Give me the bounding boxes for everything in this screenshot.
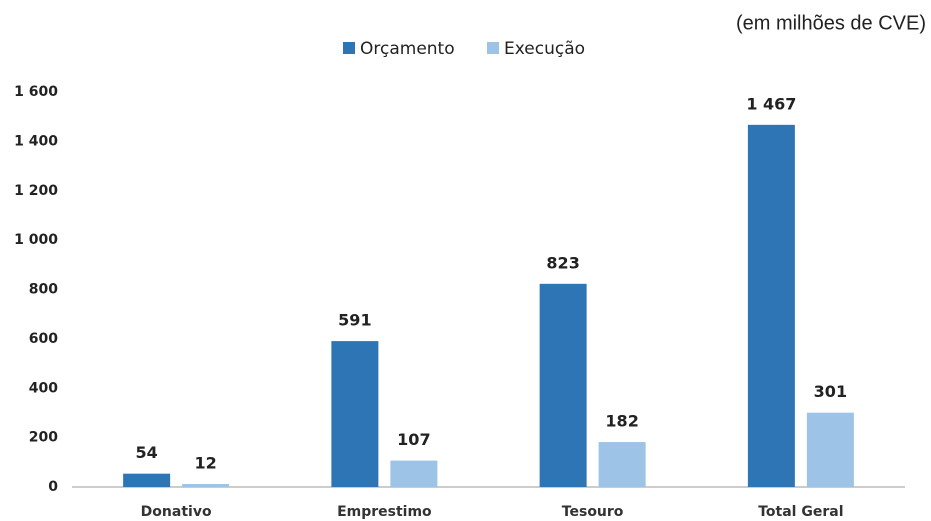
y-tick-label: 200: [29, 430, 58, 446]
x-tick-label: Emprestimo: [337, 504, 432, 520]
y-tick-label: 1 200: [14, 183, 58, 199]
legend-swatch: [487, 42, 499, 54]
bar: [182, 484, 230, 487]
value-label: 823: [546, 253, 579, 272]
value-label: 12: [194, 454, 216, 473]
bar: [747, 124, 795, 487]
value-label: 54: [135, 443, 157, 462]
x-tick-label: Donativo: [141, 504, 212, 520]
bar: [598, 442, 646, 487]
value-label: 1 467: [746, 94, 796, 113]
bar: [123, 473, 171, 487]
bar: [539, 283, 587, 487]
y-tick-label: 1 400: [14, 133, 58, 149]
legend-swatch: [343, 42, 355, 54]
bar: [331, 341, 379, 487]
y-tick-label: 1 000: [14, 232, 58, 248]
y-tick-label: 400: [29, 380, 58, 396]
x-tick-label: Tesouro: [562, 504, 624, 520]
value-label: 301: [814, 382, 847, 401]
value-label: 591: [338, 311, 371, 330]
legend-label: Execução: [504, 39, 585, 59]
value-label: 107: [397, 430, 430, 449]
y-tick-label: 600: [29, 331, 58, 347]
y-tick-label: 1 600: [14, 84, 58, 100]
y-tick-label: 0: [48, 479, 58, 495]
chart-subtitle: (em milhões de CVE): [736, 12, 926, 34]
y-tick-label: 800: [29, 282, 58, 298]
bar: [390, 460, 438, 487]
legend-label: Orçamento: [360, 39, 455, 59]
value-label: 182: [605, 412, 638, 431]
bar: [806, 412, 854, 487]
x-tick-label: Total Geral: [758, 504, 843, 520]
